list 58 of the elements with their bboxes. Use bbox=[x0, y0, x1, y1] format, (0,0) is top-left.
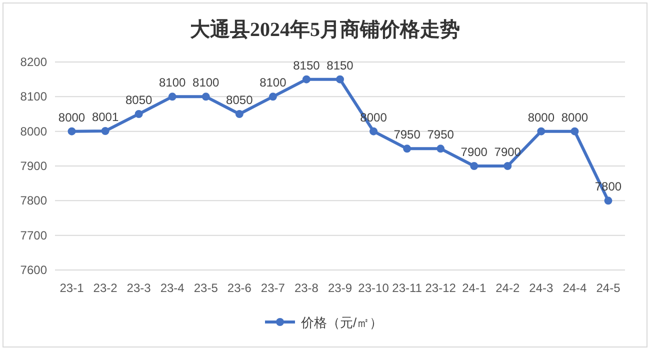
point bbox=[537, 127, 546, 136]
x-tick-label: 23-2 bbox=[93, 281, 118, 295]
x-tick-label: 23-8 bbox=[294, 281, 319, 295]
point bbox=[504, 162, 512, 170]
data-label: 7950 bbox=[427, 128, 454, 142]
data-label: 8100 bbox=[192, 76, 220, 90]
x-tick-label: 23-10 bbox=[358, 281, 390, 295]
y-tick-label: 8100 bbox=[20, 90, 48, 104]
data-label: 8000 bbox=[561, 110, 588, 124]
data-label: 8100 bbox=[159, 76, 186, 90]
point bbox=[570, 127, 579, 136]
x-tick-label: 23-3 bbox=[126, 281, 152, 295]
legend-label: 价格（元/㎡） bbox=[300, 315, 383, 330]
data-label: 8000 bbox=[528, 110, 555, 124]
x-tick-label: 23-5 bbox=[194, 281, 218, 295]
data-label: 8050 bbox=[226, 93, 254, 107]
x-tick-label: 24-4 bbox=[562, 281, 588, 295]
point bbox=[470, 162, 478, 170]
x-tick-label: 24-3 bbox=[529, 281, 554, 295]
x-tick-label: 23-4 bbox=[160, 281, 185, 295]
data-label: 7900 bbox=[460, 145, 488, 159]
x-tick-label: 23-7 bbox=[260, 281, 286, 295]
point bbox=[302, 75, 310, 84]
point bbox=[268, 92, 277, 101]
y-tick-label: 7900 bbox=[20, 159, 48, 173]
point bbox=[235, 110, 244, 118]
point bbox=[168, 92, 176, 101]
point bbox=[134, 110, 143, 118]
x-tick-label: 24-2 bbox=[496, 281, 520, 295]
y-tick-label: 7800 bbox=[20, 194, 48, 208]
y-tick-label: 8200 bbox=[20, 55, 48, 69]
data-label: 8100 bbox=[260, 76, 287, 90]
point bbox=[68, 127, 76, 136]
data-label: 8150 bbox=[326, 58, 354, 72]
data-label: 7950 bbox=[394, 128, 421, 142]
data-label: 8050 bbox=[125, 93, 152, 107]
point bbox=[202, 92, 210, 101]
point bbox=[436, 144, 445, 153]
x-tick-label: 23-6 bbox=[227, 281, 252, 295]
x-tick-label: 23-11 bbox=[392, 281, 422, 295]
x-tick-label: 24-1 bbox=[462, 281, 486, 295]
x-tick-label: 23-9 bbox=[328, 281, 352, 295]
point bbox=[370, 127, 378, 136]
chart-title: 大通县2024年5月商铺价格走势 bbox=[190, 18, 460, 41]
data-label: 7900 bbox=[494, 145, 522, 159]
y-tick-label: 7700 bbox=[20, 228, 48, 242]
x-tick-label: 24-5 bbox=[596, 281, 621, 295]
x-tick-label: 23-12 bbox=[425, 281, 456, 295]
data-label: 8150 bbox=[293, 58, 320, 72]
point bbox=[604, 196, 612, 205]
data-label: 8001 bbox=[92, 110, 119, 124]
point bbox=[101, 126, 110, 135]
y-tick-label: 8000 bbox=[20, 124, 48, 138]
point bbox=[336, 75, 344, 84]
point bbox=[403, 144, 412, 153]
data-label: 8000 bbox=[58, 110, 86, 124]
x-tick-label: 23-1 bbox=[60, 281, 84, 295]
y-tick-label: 7600 bbox=[20, 263, 48, 277]
